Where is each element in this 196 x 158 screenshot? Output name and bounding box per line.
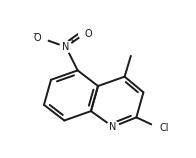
Circle shape [152,120,168,137]
Text: O: O [34,33,42,43]
Text: −: − [33,30,38,35]
Circle shape [130,52,133,55]
Circle shape [36,32,48,44]
Text: N: N [109,122,117,132]
Text: N: N [62,42,70,52]
Circle shape [107,121,119,133]
Circle shape [79,28,91,40]
Text: +: + [70,38,75,43]
Circle shape [60,41,72,53]
Text: Cl: Cl [160,123,169,133]
Text: O: O [85,29,92,39]
